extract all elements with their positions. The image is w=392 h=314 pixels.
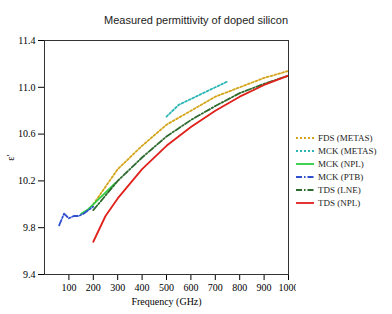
svg-text:100: 100 (61, 282, 76, 293)
html-text:Measured permittivity of doped: Measured permittivity of doped silicon (104, 14, 288, 26)
svg-text:ε′: ε′ (5, 154, 16, 160)
html-text:FDS (METAS): FDS (METAS) (318, 132, 373, 143)
svg-text:10.6: 10.6 (18, 128, 36, 139)
svg-text:1000: 1000 (279, 282, 297, 293)
svg-text:500: 500 (159, 282, 174, 293)
svg-text:300: 300 (110, 282, 125, 293)
svg-text:200: 200 (86, 282, 101, 293)
svg-text:400: 400 (135, 282, 150, 293)
html-text:MCK (METAS): MCK (METAS) (318, 145, 377, 156)
svg-text:10.2: 10.2 (18, 175, 36, 186)
svg-text:9.8: 9.8 (23, 222, 36, 233)
svg-text:800: 800 (232, 282, 247, 293)
html-text:TDS (NPL): TDS (NPL) (318, 197, 361, 208)
svg-text:9.4: 9.4 (23, 269, 36, 280)
svg-text:900: 900 (257, 282, 272, 293)
svg-text:700: 700 (208, 282, 223, 293)
html-text:MCK (PTB): MCK (PTB) (318, 171, 364, 182)
svg-text:11.0: 11.0 (18, 82, 35, 93)
svg-text:600: 600 (183, 282, 198, 293)
svg-text:11.4: 11.4 (18, 35, 35, 46)
html-text:MCK (NPL): MCK (NPL) (318, 158, 364, 169)
svg-text:Frequency (GHz): Frequency (GHz) (131, 296, 201, 308)
html-text:TDS (LNE): TDS (LNE) (318, 184, 361, 195)
